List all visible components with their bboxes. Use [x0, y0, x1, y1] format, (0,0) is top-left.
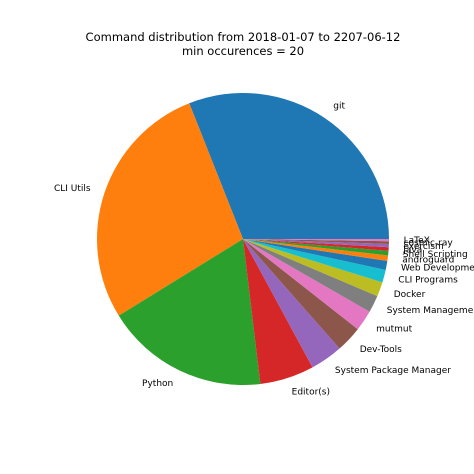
pie-slice-python — [118, 239, 261, 386]
pie-slices — [96, 92, 389, 386]
slice-label: Docker — [394, 290, 426, 300]
slice-label: Java — [402, 246, 422, 256]
slice-label: System Package Manager — [335, 366, 451, 376]
pie-slice-mutmut — [243, 239, 370, 330]
pie-slice-web-development — [243, 239, 388, 270]
pie-slice-system-management — [243, 239, 378, 312]
slice-label: System Management — [387, 306, 474, 316]
chart-title: Command distribution from 2018-01-07 to … — [86, 30, 401, 44]
pie-slice-dev-tools — [243, 239, 358, 349]
slice-label: git — [333, 102, 345, 112]
pie-slice-docker — [243, 239, 383, 297]
pie-slice-git — [189, 92, 389, 240]
pie-slice-latex — [243, 239, 389, 242]
slice-label: mutmut — [376, 324, 412, 334]
slice-label: CLI Programs — [398, 275, 458, 285]
slice-label: Web Development — [401, 264, 474, 274]
slice-label: Python — [142, 379, 173, 389]
pie-slice-system-package-manager — [243, 239, 340, 368]
pie-slice-cli-programs — [243, 239, 386, 283]
slice-label: Shell Scripting — [403, 250, 468, 260]
slice-label: Dev-Tools — [360, 345, 402, 355]
slice-label: exercism — [403, 242, 443, 252]
slice-label: androguard — [402, 256, 454, 266]
pie-labels: git CLI Utils Python Editor(s) System Packag… — [54, 102, 474, 398]
slice-label: cosmic-ray — [404, 239, 454, 249]
pie-slice-editor-s — [243, 239, 313, 384]
slice-label: Editor(s) — [292, 388, 330, 398]
pie-slice-cosmic-ray — [243, 239, 389, 245]
pie-slice-cli-utils — [96, 103, 243, 316]
pie-slice-shell-scripting — [243, 239, 389, 256]
slice-label: LaTeX — [404, 236, 430, 246]
pie-slice-java — [243, 239, 389, 251]
slice-label: CLI Utils — [54, 184, 91, 194]
pie-slice-exercism — [243, 239, 389, 248]
pie-slice-androguard — [243, 239, 389, 261]
chart-subtitle: min occurences = 20 — [182, 44, 304, 58]
